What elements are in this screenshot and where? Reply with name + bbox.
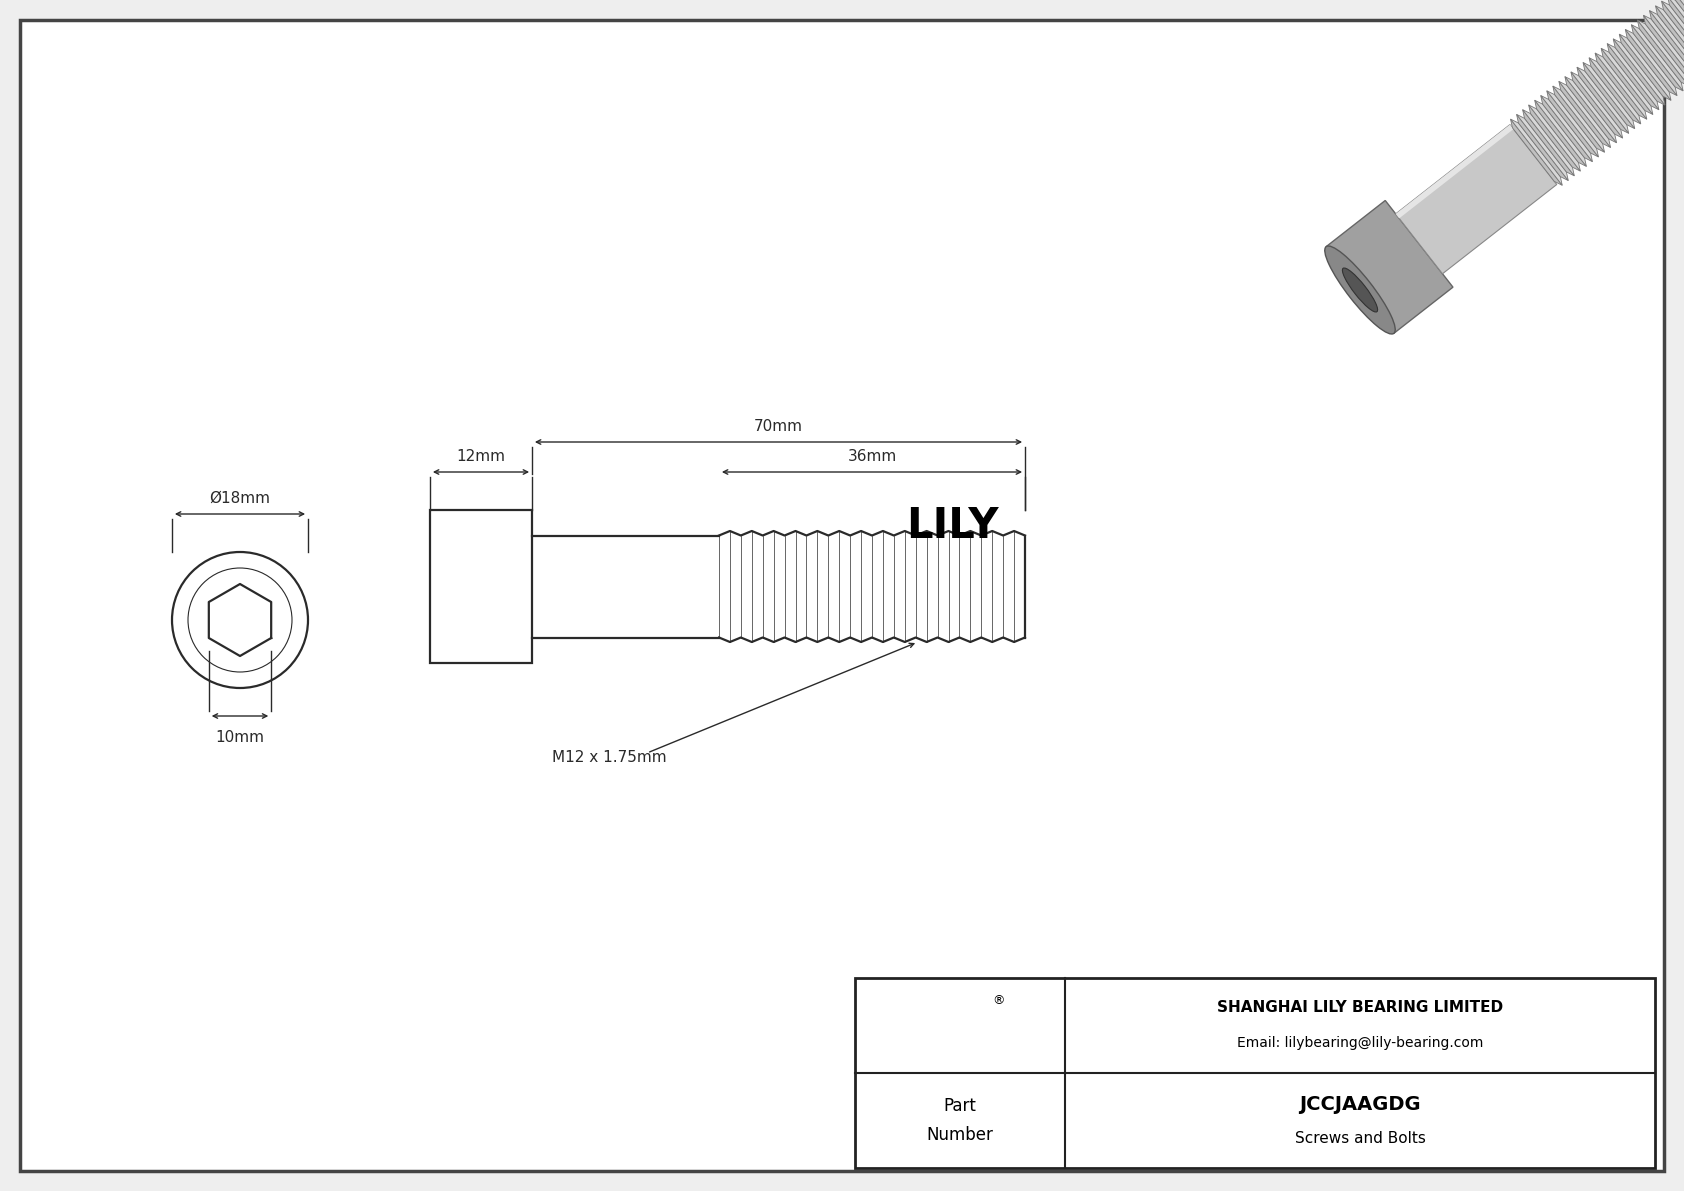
Text: JCCJAAGDG: JCCJAAGDG [1298,1095,1421,1114]
Polygon shape [1637,20,1684,86]
Polygon shape [1625,30,1677,95]
Polygon shape [1607,44,1659,110]
Polygon shape [1601,49,1654,114]
Polygon shape [1625,30,1677,95]
Text: LILY: LILY [906,505,999,547]
Polygon shape [1517,114,1568,181]
Polygon shape [1396,125,1514,218]
Polygon shape [1679,0,1684,54]
Polygon shape [1541,95,1593,162]
Ellipse shape [1325,247,1396,333]
Bar [855,978,1655,1168]
Text: Screws and Bolts: Screws and Bolts [1295,1131,1425,1146]
Polygon shape [1613,39,1665,105]
Polygon shape [1662,1,1684,67]
Polygon shape [1583,62,1635,129]
Polygon shape [1674,0,1684,58]
Text: Part
Number: Part Number [926,1097,994,1145]
Text: 36mm: 36mm [847,449,896,464]
Polygon shape [1662,1,1684,67]
Polygon shape [1679,0,1684,54]
Text: 70mm: 70mm [754,419,803,434]
Polygon shape [1620,35,1671,100]
Text: M12 x 1.75mm: M12 x 1.75mm [552,750,667,766]
Text: 12mm: 12mm [456,449,505,464]
Polygon shape [1553,86,1605,152]
Circle shape [189,568,291,672]
Polygon shape [1511,119,1563,186]
Polygon shape [1644,15,1684,81]
Ellipse shape [1342,268,1378,312]
Polygon shape [1553,86,1605,152]
Polygon shape [1649,11,1684,76]
Polygon shape [1396,125,1556,274]
Polygon shape [1564,76,1617,143]
Polygon shape [1601,49,1654,114]
Polygon shape [1548,91,1598,157]
Text: ®: ® [992,994,1004,1008]
Polygon shape [1517,114,1568,181]
Text: Email: lilybearing@lily-bearing.com: Email: lilybearing@lily-bearing.com [1236,1036,1484,1050]
Polygon shape [1583,62,1635,129]
Polygon shape [1590,57,1640,124]
Circle shape [172,551,308,688]
Polygon shape [1637,20,1684,86]
Polygon shape [1522,110,1575,176]
Polygon shape [1674,0,1684,58]
Text: SHANGHAI LILY BEARING LIMITED: SHANGHAI LILY BEARING LIMITED [1218,1000,1504,1016]
Polygon shape [1595,54,1647,119]
Polygon shape [1595,54,1647,119]
Polygon shape [1667,0,1684,63]
Text: Ø18mm: Ø18mm [209,491,271,506]
Polygon shape [1576,67,1628,133]
Polygon shape [1655,6,1684,71]
Polygon shape [1613,39,1665,105]
Polygon shape [1529,105,1580,172]
Polygon shape [1325,200,1453,333]
Polygon shape [1559,81,1610,148]
Polygon shape [1529,105,1580,172]
Polygon shape [1534,100,1586,167]
Polygon shape [1534,100,1586,167]
Polygon shape [1590,57,1640,124]
Polygon shape [1667,0,1684,63]
Text: 10mm: 10mm [216,730,264,746]
Polygon shape [1644,15,1684,81]
Polygon shape [1607,44,1659,110]
Polygon shape [1571,71,1623,138]
Polygon shape [1649,11,1684,76]
Polygon shape [1632,25,1682,91]
Polygon shape [1632,25,1682,91]
Polygon shape [1511,119,1563,186]
Polygon shape [1559,81,1610,148]
Bar [429,510,532,663]
Polygon shape [1576,67,1628,133]
Polygon shape [1620,35,1671,100]
Polygon shape [1655,6,1684,71]
Polygon shape [1522,110,1575,176]
Polygon shape [1564,76,1617,143]
Polygon shape [1571,71,1623,138]
Polygon shape [1548,91,1598,157]
Polygon shape [1541,95,1593,162]
